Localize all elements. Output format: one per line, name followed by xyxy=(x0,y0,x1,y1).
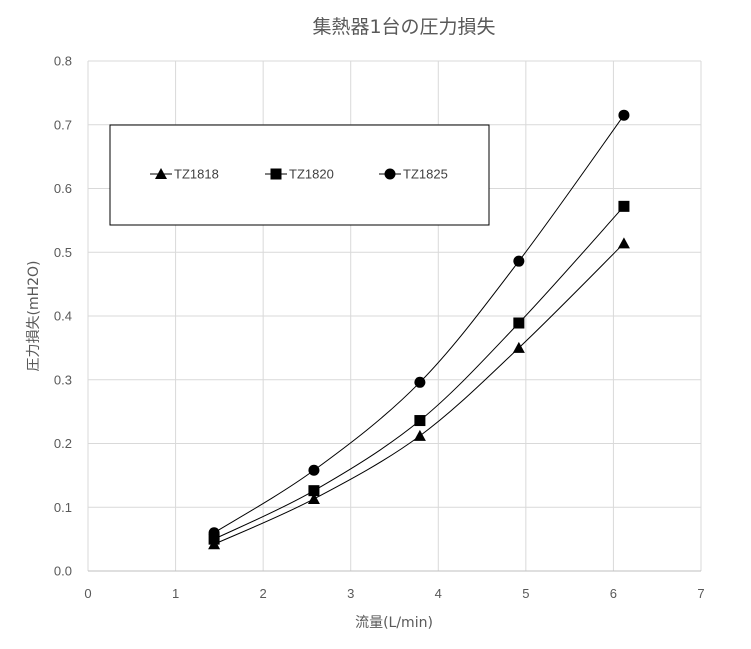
y-tick-label: 0.4 xyxy=(54,309,72,324)
x-tick-label: 2 xyxy=(260,586,267,601)
x-tick-label: 6 xyxy=(610,586,617,601)
x-axis-label: 流量(L/min) xyxy=(355,615,433,631)
data-point xyxy=(208,533,220,545)
y-tick-label: 0.5 xyxy=(54,245,72,260)
y-tick-label: 0.0 xyxy=(54,564,72,579)
x-tick-labels: 0 1 2 3 4 5 6 7 xyxy=(84,586,704,601)
series-TZ1820 xyxy=(208,200,630,545)
y-tick-label: 0.2 xyxy=(54,436,72,451)
series-TZ1825 xyxy=(208,109,630,539)
legend: TZ1818 TZ1820 TZ1825 xyxy=(109,124,490,226)
legend-entry: TZ1818 xyxy=(150,167,219,182)
data-point xyxy=(513,317,525,329)
legend-label: TZ1818 xyxy=(174,167,219,182)
data-point xyxy=(617,237,630,249)
data-point xyxy=(512,341,525,353)
x-tick-label: 5 xyxy=(522,586,529,601)
y-tick-label: 0.7 xyxy=(54,117,72,132)
data-point xyxy=(513,255,525,267)
x-tick-label: 3 xyxy=(347,586,354,601)
y-axis-label: 圧力損失(mH2O) xyxy=(26,260,42,371)
legend-marker xyxy=(384,168,396,180)
legend-box xyxy=(109,124,490,226)
x-tick-label: 1 xyxy=(172,586,179,601)
chart-title: 集熱器1台の圧力損失 xyxy=(312,16,495,38)
y-tick-label: 0.8 xyxy=(54,54,72,69)
x-tick-label: 7 xyxy=(697,586,704,601)
data-point xyxy=(618,200,630,212)
y-tick-labels: 0.0 0.1 0.2 0.3 0.4 0.5 0.6 0.7 0.8 xyxy=(54,54,72,579)
data-point xyxy=(307,492,320,504)
legend-label: TZ1825 xyxy=(403,167,448,182)
legend-entry: TZ1825 xyxy=(379,167,448,182)
legend-marker xyxy=(270,168,282,180)
data-point xyxy=(208,527,220,539)
legend-label: TZ1820 xyxy=(289,167,334,182)
x-tick-label: 0 xyxy=(84,586,91,601)
series-group xyxy=(208,109,630,550)
series-TZ1818 xyxy=(208,237,630,550)
x-tick-label: 4 xyxy=(435,586,442,601)
y-tick-label: 0.1 xyxy=(54,500,72,515)
legend-entry: TZ1820 xyxy=(265,167,334,182)
data-point xyxy=(618,109,630,121)
data-point xyxy=(308,464,320,476)
legend-marker xyxy=(155,168,167,179)
data-point xyxy=(414,415,426,427)
data-point xyxy=(414,376,426,388)
series-line xyxy=(213,114,625,534)
data-point xyxy=(413,429,426,441)
series-line xyxy=(213,242,625,545)
data-point xyxy=(308,485,320,497)
y-tick-label: 0.3 xyxy=(54,372,72,387)
y-tick-label: 0.6 xyxy=(54,181,72,196)
series-line xyxy=(213,206,625,540)
